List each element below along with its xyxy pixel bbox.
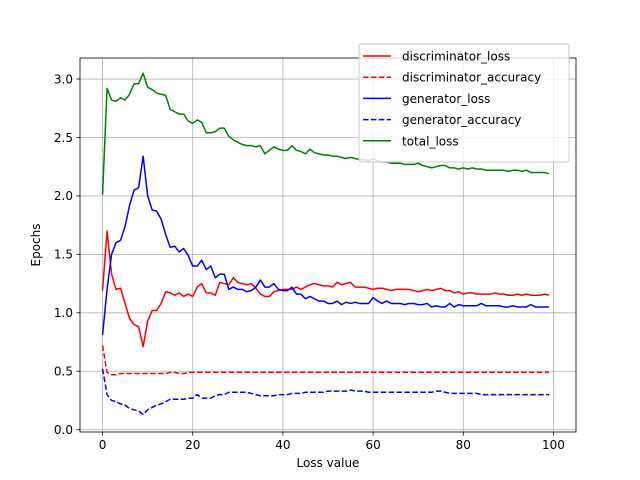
y-tick-label: 3.0 (54, 72, 73, 86)
series-line-total-loss (101, 72, 550, 195)
x-tick-label: 80 (456, 438, 471, 452)
legend-label: discriminator_loss (402, 50, 510, 64)
x-tick-label: 40 (275, 438, 290, 452)
y-tick-label: 2.5 (54, 131, 73, 145)
y-axis-label: Epochs (29, 224, 43, 267)
ticks: 0 20 40 60 80 100 0.0 0.5 1.0 1.5 2.0 2.5 3.0 (54, 72, 565, 452)
legend-label: generator_loss (402, 92, 490, 106)
grid (80, 58, 576, 432)
y-tick-label: 1.5 (54, 248, 73, 262)
legend-label: total_loss (402, 134, 459, 148)
series-line-discriminator-accuracy (101, 345, 549, 376)
legend-label: generator_accuracy (402, 113, 521, 127)
series-line-generator-accuracy (101, 368, 549, 416)
y-tick-label: 1.0 (54, 306, 73, 320)
x-tick-label: 100 (542, 438, 565, 452)
x-tick-label: 60 (365, 438, 380, 452)
series-line-generator-loss (101, 155, 549, 336)
y-tick-label: 0.0 (54, 423, 73, 437)
x-tick-label: 0 (99, 438, 107, 452)
y-tick-label: 0.5 (54, 365, 73, 379)
x-tick-label: 20 (185, 438, 200, 452)
series-line-discriminator-loss (101, 230, 550, 348)
series-layer (101, 72, 550, 416)
legend-label: discriminator_accuracy (402, 71, 541, 85)
legend-box (358, 43, 570, 163)
x-axis-label: Loss value (297, 456, 360, 470)
plot-frame (79, 57, 577, 433)
y-tick-label: 2.0 (54, 189, 73, 203)
legend: discriminator_loss discriminator_accuracy… (358, 43, 570, 163)
